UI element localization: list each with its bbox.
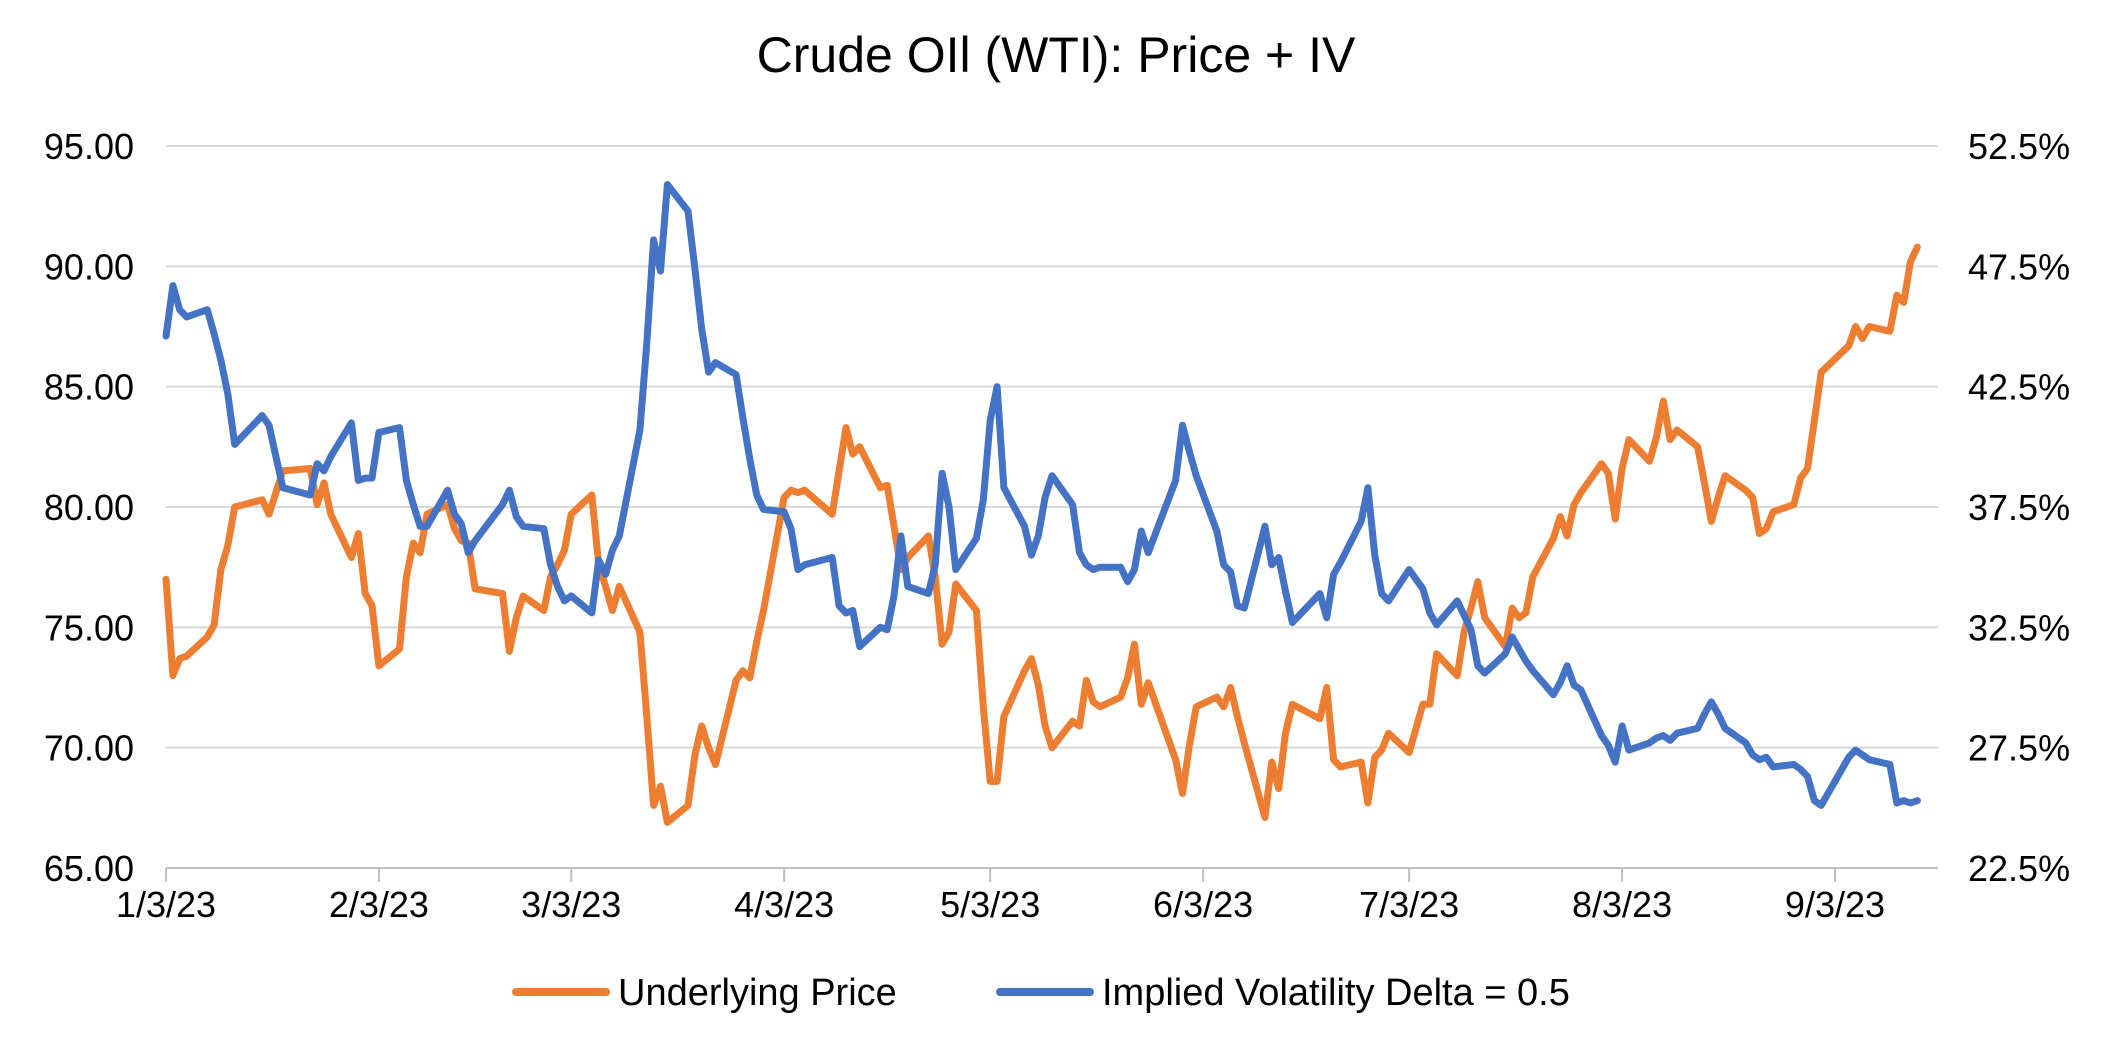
y-left-tick-label: 70.00 <box>44 728 134 769</box>
y-left-tick-label: 95.00 <box>44 126 134 167</box>
gridlines <box>166 145 1938 749</box>
legend-label: Underlying Price <box>618 972 897 1014</box>
y-left-tick-label: 75.00 <box>44 607 134 648</box>
legend-label: Implied Volatility Delta = 0.5 <box>1102 972 1570 1014</box>
x-tick-label: 8/3/23 <box>1572 884 1672 925</box>
y-right-tick-label: 37.5% <box>1968 487 2070 528</box>
x-tick-label: 6/3/23 <box>1153 884 1253 925</box>
y-right-tick-label: 27.5% <box>1968 728 2070 769</box>
y-left-tick-label: 90.00 <box>44 246 134 287</box>
axes: 65.00 70.00 75.00 80.00 85.00 90.00 95.00 22.5%… <box>44 126 2070 925</box>
y-right-tick-label: 42.5% <box>1968 367 2070 408</box>
legend: Underlying Price Implied Volatility Delta… <box>512 972 1570 1014</box>
x-tick-label: 7/3/23 <box>1359 884 1459 925</box>
y-left-tick-label: 80.00 <box>44 487 134 528</box>
x-tick-label: 1/3/23 <box>116 884 216 925</box>
y-right-tick-label: 22.5% <box>1968 848 2070 889</box>
y-right-tick-label: 52.5% <box>1968 126 2070 167</box>
y-left-tick-label: 65.00 <box>44 848 134 889</box>
x-tick-label: 2/3/23 <box>329 884 429 925</box>
x-tick-label: 5/3/23 <box>940 884 1040 925</box>
y-left-tick-label: 85.00 <box>44 367 134 408</box>
x-tick-label: 3/3/23 <box>521 884 621 925</box>
x-tick-label: 9/3/23 <box>1785 884 1885 925</box>
x-tick-label: 4/3/23 <box>734 884 834 925</box>
series-lines <box>162 181 1921 826</box>
chart-title: Crude OIl (WTI): Price + IV <box>757 27 1356 83</box>
series-line-implied-volatility <box>162 181 1921 809</box>
y-right-tick-label: 32.5% <box>1968 607 2070 648</box>
y-right-tick-label: 47.5% <box>1968 246 2070 287</box>
